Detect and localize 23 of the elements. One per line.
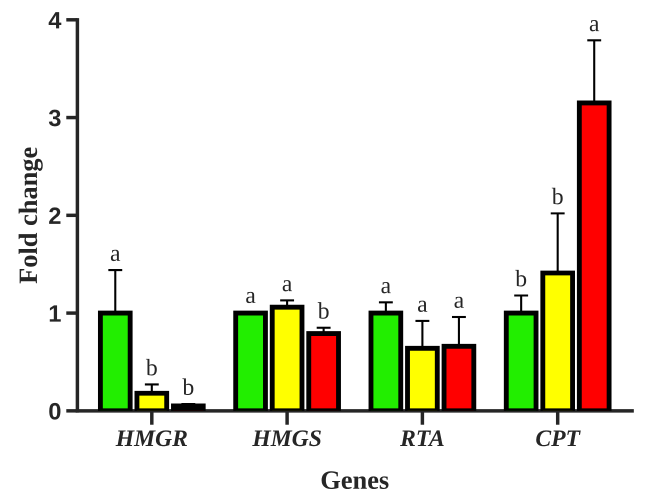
y-tick-label: 0 [49,402,60,420]
x-axis-title: Genes [322,471,389,490]
x-tick-label: CPT [536,430,581,446]
data-label: b [182,378,194,396]
y-tick-label: 1 [50,305,61,322]
y-tick-label: 4 [48,12,62,28]
data-label: a [282,280,292,292]
x-tick-label: HMGS [252,430,321,446]
data-label: a [246,292,256,304]
x-tick-label: RTA [400,430,444,446]
data-label: a [110,250,120,262]
data-label: a [418,300,428,312]
y-tick-label: 2 [49,207,60,224]
y-axis-title: Fold change [18,147,43,284]
data-label: a [381,282,391,294]
data-label: a [454,296,464,308]
x-tick-label: HMGR [116,430,187,446]
data-label: b [318,302,329,319]
data-label: a [590,20,600,32]
data-label: b [146,358,157,376]
y-tick-label: 3 [48,110,61,126]
data-label: b [515,270,526,287]
data-label: b [552,188,563,204]
